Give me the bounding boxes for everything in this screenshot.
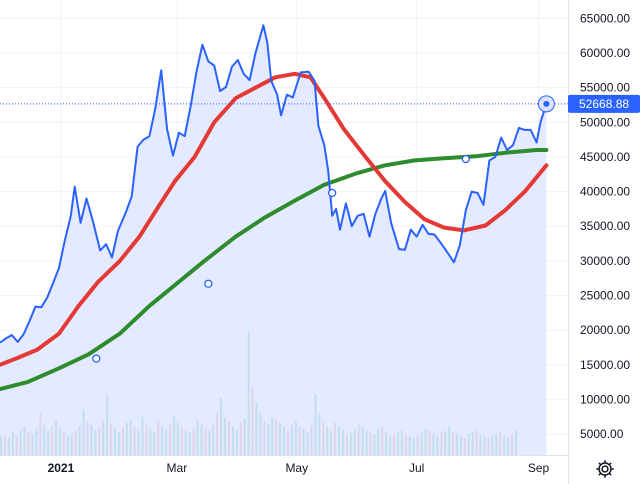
x-tick-label: Sep bbox=[528, 461, 550, 475]
price-line bbox=[0, 24, 548, 344]
y-tick-label: 50000.00 bbox=[580, 115, 630, 129]
moving-average-long-line bbox=[0, 148, 549, 391]
price-area-fill bbox=[0, 25, 547, 456]
current-price-label: 52668.88 bbox=[579, 97, 629, 111]
y-tick-label: 40000.00 bbox=[580, 185, 630, 199]
time-axis[interactable]: 2021 Mar May Jul Sep bbox=[48, 461, 550, 475]
series-marker bbox=[328, 188, 337, 198]
y-tick-label: 5000.00 bbox=[580, 427, 624, 441]
y-tick-label: 15000.00 bbox=[580, 358, 630, 372]
x-tick-label: May bbox=[285, 461, 308, 475]
price-axis[interactable]: 65000.00 60000.00 55000.00 50000.00 45000.00… bbox=[580, 11, 630, 441]
series-marker bbox=[92, 354, 101, 363]
x-tick-label: Jul bbox=[409, 461, 424, 475]
moving-average-short-line bbox=[0, 71, 549, 367]
y-tick-label: 20000.00 bbox=[580, 323, 630, 337]
y-tick-label: 25000.00 bbox=[580, 289, 630, 303]
y-tick-label: 45000.00 bbox=[580, 150, 630, 164]
y-tick-label: 65000.00 bbox=[580, 11, 630, 25]
series-marker bbox=[204, 279, 213, 288]
y-tick-label: 55000.00 bbox=[580, 81, 630, 95]
current-price-point[interactable] bbox=[537, 95, 555, 113]
y-tick-label: 10000.00 bbox=[580, 392, 630, 406]
gear-icon[interactable] bbox=[594, 458, 616, 480]
y-tick-label: 60000.00 bbox=[580, 46, 630, 60]
x-tick-label: Mar bbox=[167, 461, 188, 475]
y-tick-label: 35000.00 bbox=[580, 219, 630, 233]
current-price-dot bbox=[543, 100, 550, 107]
current-price-tag: 52668.88 bbox=[568, 94, 640, 113]
moving-average-markers bbox=[92, 154, 470, 363]
series-marker bbox=[461, 154, 470, 164]
current-price-tag-background bbox=[568, 94, 640, 113]
y-tick-label: 30000.00 bbox=[580, 254, 630, 268]
x-tick-label: 2021 bbox=[48, 461, 75, 475]
